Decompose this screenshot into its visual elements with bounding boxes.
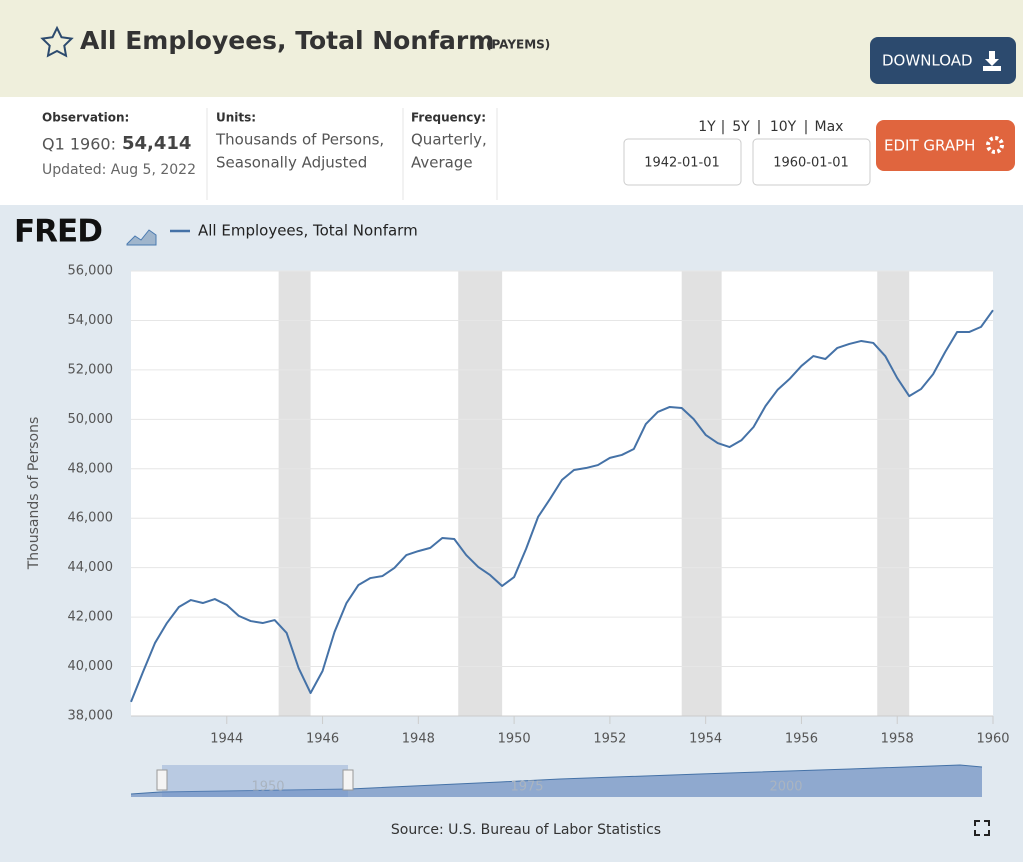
- recession-band: [681, 271, 722, 716]
- gear-icon: [986, 136, 1004, 154]
- range-option[interactable]: 5Y: [732, 119, 750, 135]
- navigator-line: [130, 764, 983, 795]
- start-date: 1942-01-01: [644, 156, 720, 171]
- range-option[interactable]: 10Y: [770, 119, 797, 135]
- navigator-area: [131, 765, 982, 797]
- download-label: DOWNLOAD: [882, 52, 973, 70]
- recession-band: [458, 271, 503, 716]
- range-option-separator: |: [804, 119, 809, 135]
- range-option[interactable]: Max: [815, 119, 844, 135]
- range-option[interactable]: 1Y: [698, 119, 716, 135]
- header-band: [0, 0, 1023, 97]
- plot-area: [131, 271, 993, 716]
- fullscreen-icon[interactable]: [974, 820, 990, 836]
- end-date-input[interactable]: 1960-01-01: [752, 138, 871, 186]
- units-line: Thousands of Persons,: [215, 131, 384, 149]
- range-separator: |: [721, 119, 726, 135]
- series-id: (PAYEMS): [486, 38, 550, 52]
- recession-band: [278, 271, 311, 716]
- range-separator: |: [757, 119, 762, 135]
- observation-value: 54,414: [122, 133, 191, 154]
- start-date-input[interactable]: 1942-01-01: [623, 138, 742, 186]
- updated: Updated: Aug 5, 2022: [42, 162, 196, 178]
- x-tick-label: 1946: [306, 732, 339, 747]
- download-bg: [870, 37, 1016, 84]
- x-tick-label: 1952: [593, 732, 626, 747]
- input-box: [752, 138, 871, 186]
- x-tick-label: 1950: [498, 732, 531, 747]
- edit-graph-bg: [876, 120, 1015, 171]
- download-icon: [983, 51, 1001, 71]
- edit-graph-label: EDIT GRAPH: [884, 137, 975, 155]
- observation-period: Q1 1960:: [42, 135, 116, 154]
- x-tick-label: 1954: [689, 732, 722, 747]
- x-tick-label: 1956: [785, 732, 818, 747]
- input-box: [623, 138, 742, 186]
- download-button[interactable]: DOWNLOAD: [870, 37, 1016, 84]
- units-label: Units:: [216, 111, 256, 125]
- y-tick-label: 56,000: [68, 264, 114, 279]
- edit-graph-button[interactable]: EDIT GRAPH: [876, 120, 1015, 171]
- x-tick-label: 1958: [881, 732, 914, 747]
- x-tick-label: 1948: [402, 732, 435, 747]
- observation-label: Observation:: [42, 111, 129, 125]
- y-tick-label: 48,000: [68, 461, 114, 476]
- y-tick-label: 54,000: [68, 313, 114, 328]
- legend-entry[interactable]: All Employees, Total Nonfarm: [198, 222, 418, 240]
- x-tick-label: 1960: [976, 732, 1009, 747]
- y-tick-label: 50,000: [68, 412, 114, 427]
- series-title: All Employees, Total Nonfarm: [80, 26, 494, 55]
- navigator-handle[interactable]: [342, 769, 354, 791]
- y-tick-label: 42,000: [68, 610, 114, 625]
- y-tick-label: 40,000: [68, 659, 114, 674]
- frequency-line: Average: [411, 154, 473, 172]
- source: Source: U.S. Bureau of Labor Statistics: [391, 822, 661, 838]
- y-axis-label: Thousands of Persons: [26, 417, 42, 571]
- navigator-selection[interactable]: [162, 765, 348, 797]
- navigator-handle[interactable]: [156, 769, 168, 791]
- fred-logo: FRED: [14, 214, 102, 250]
- end-date: 1960-01-01: [773, 156, 849, 171]
- y-tick-label: 44,000: [68, 560, 114, 575]
- y-tick-label: 38,000: [68, 709, 114, 724]
- navigator-label: 2000: [769, 780, 802, 795]
- navigator-label: 1975: [510, 780, 543, 795]
- frequency-label: Frequency:: [411, 111, 486, 125]
- x-tick-label: 1944: [210, 732, 243, 747]
- y-tick-label: 52,000: [68, 362, 114, 377]
- frequency-line: Quarterly,: [411, 131, 487, 149]
- logo-icon: [126, 229, 157, 246]
- series-line: [130, 309, 994, 703]
- navigator-label: 1950: [251, 780, 284, 795]
- y-tick-label: 46,000: [68, 511, 114, 526]
- favorite-star[interactable]: [40, 25, 74, 58]
- recession-band: [877, 271, 910, 716]
- units-line: Seasonally Adjusted: [216, 154, 367, 172]
